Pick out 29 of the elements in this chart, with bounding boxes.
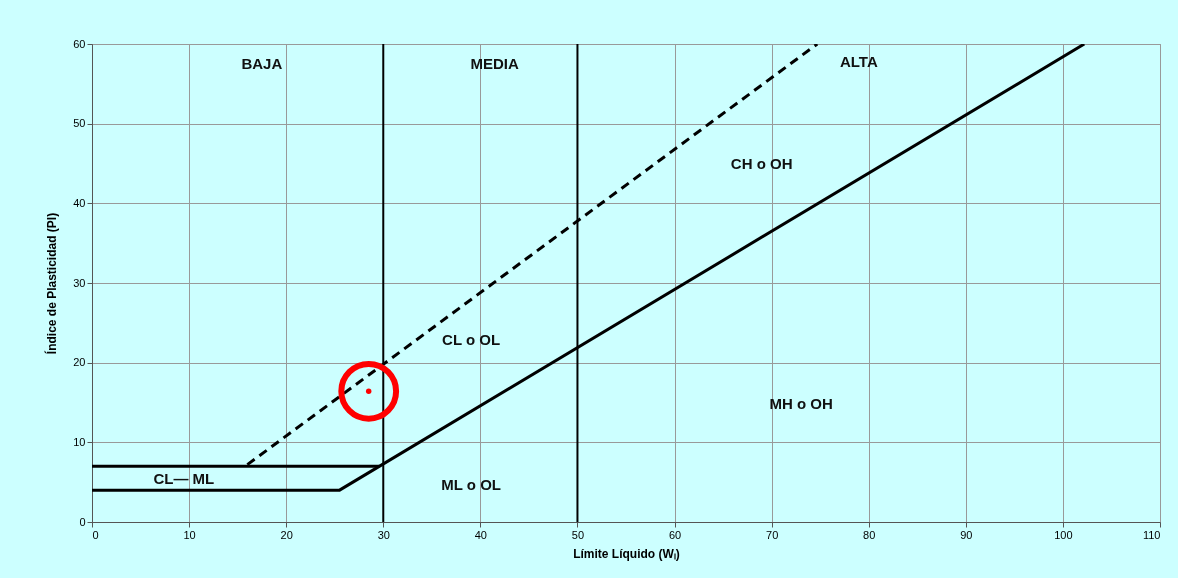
y-tick-label: 0 [79,515,86,528]
x-tick-label: 110 [1142,528,1161,541]
y-tick-label: 30 [73,276,86,289]
x-tick-label: 90 [960,528,973,541]
annotation: CL— ML [153,469,215,487]
x-tick-label: 40 [474,528,487,541]
annotation: MH o OH [769,394,833,412]
annotation: MEDIA [470,55,519,73]
x-tick-label: 20 [280,528,293,541]
annotation: BAJA [241,55,283,73]
annotation: ML o OL [441,476,501,494]
y-tick-label: 20 [73,356,86,369]
annotation: ALTA [839,52,878,70]
y-axis-title: Índice de Plasticidad (PI) [44,212,60,355]
x-tick-label: 0 [92,528,99,541]
x-tick-label: 100 [1054,528,1073,541]
y-tick-label: 60 [73,37,86,50]
y-tick-label: 50 [73,117,86,130]
annotation: CL o OL [442,331,501,349]
x-tick-label: 50 [571,528,585,541]
x-tick-label: 10 [183,528,196,541]
x-tick-label: 60 [668,528,682,541]
x-axis-title: Límite Líquido (Wₗ) [573,546,680,561]
x-tick-label: 80 [863,528,876,541]
y-tick-label: 40 [73,196,86,209]
x-tick-label: 30 [377,528,390,541]
annotation: CH o OH [730,154,793,172]
x-tick-label: 70 [766,528,779,541]
y-tick-label: 10 [73,435,86,448]
